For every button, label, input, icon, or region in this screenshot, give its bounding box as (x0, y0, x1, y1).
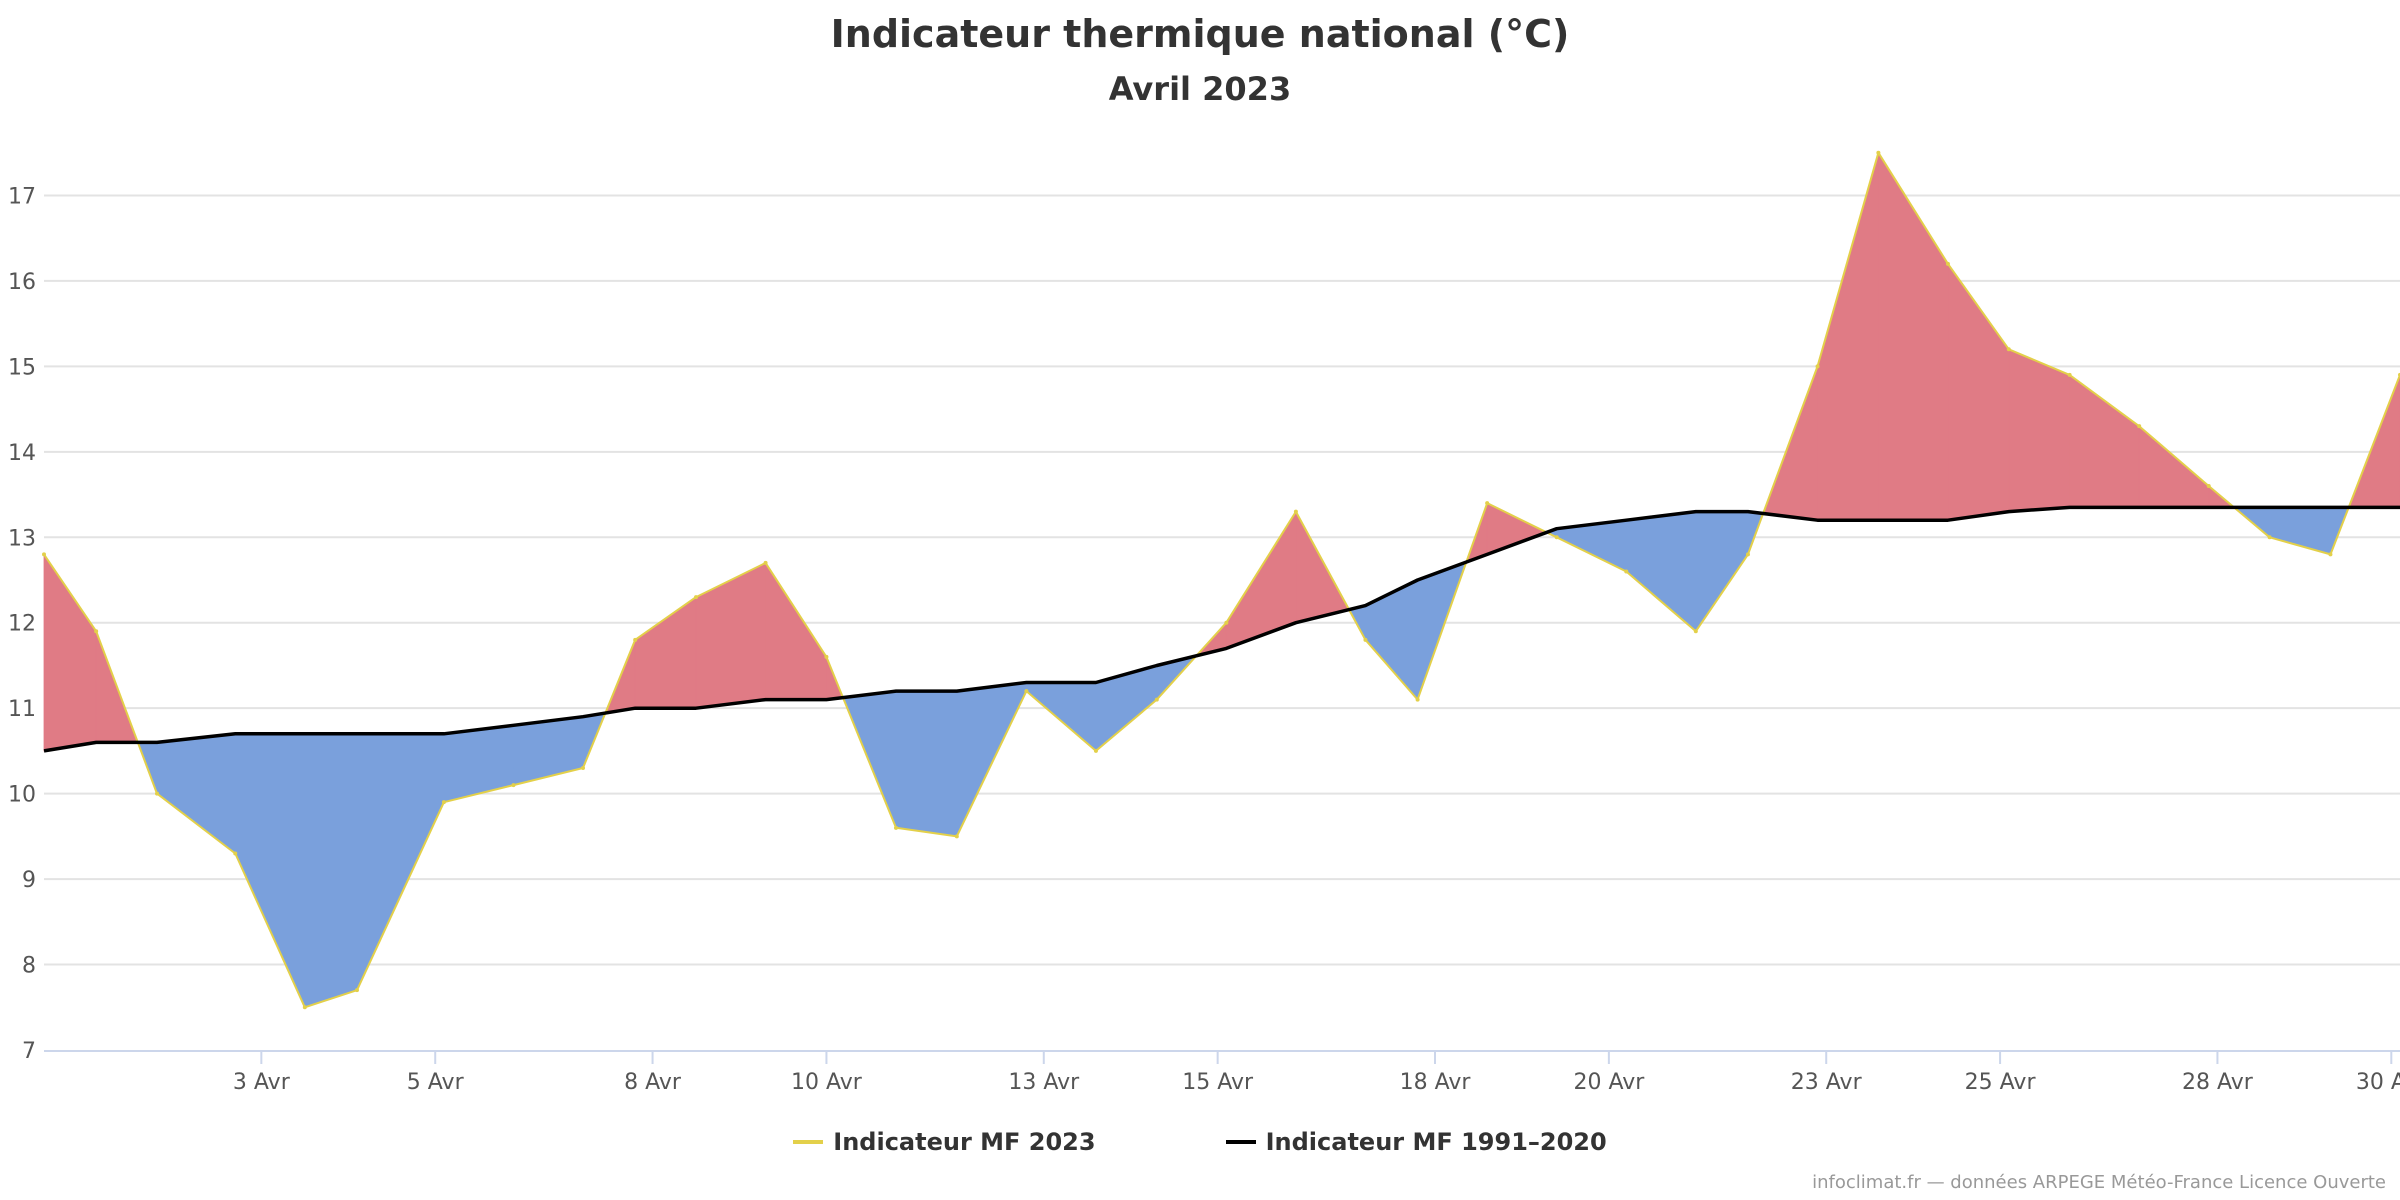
data-point-2023[interactable] (824, 654, 829, 659)
data-point-2023[interactable] (1024, 689, 1029, 694)
data-point-2023[interactable] (954, 834, 959, 839)
x-tick-label: 5 Avr (407, 1070, 465, 1095)
area-above-normal (634, 596, 697, 709)
y-tick-label: 8 (22, 954, 36, 979)
data-point-2023[interactable] (42, 552, 46, 557)
area-above-normal (765, 561, 827, 700)
legend-item-2023[interactable]: Indicateur MF 2023 (793, 1128, 1096, 1156)
x-tick-label: 15 Avr (1182, 1070, 1254, 1095)
axes: 7 8 9 10 11 12 13 14 15 16 17 3 Avr 5 Avr 8 Avr 10 Avr… (8, 184, 2400, 1095)
x-tick-label: 25 Avr (1965, 1070, 2037, 1095)
data-point-2023[interactable] (1815, 364, 1820, 369)
data-point-2023[interactable] (633, 637, 638, 642)
y-tick-label: 11 (8, 697, 36, 722)
chart-subtitle: Avril 2023 (1108, 70, 1292, 108)
data-point-2023[interactable] (2137, 424, 2142, 429)
x-tick-label: 18 Avr (1400, 1070, 1472, 1095)
data-point-2023[interactable] (1093, 748, 1098, 753)
data-point-2023[interactable] (2006, 347, 2011, 352)
area-below-normal (234, 733, 306, 1008)
chart-plot-area: 7 8 9 10 11 12 13 14 15 16 17 3 Avr 5 Avr 8 Avr 10 Avr… (8, 150, 2400, 1095)
data-point-2023[interactable] (2067, 372, 2072, 377)
data-point-2023[interactable] (354, 988, 359, 993)
data-point-2023[interactable] (694, 595, 699, 600)
x-tick-label: 8 Avr (624, 1070, 682, 1095)
legend: Indicateur MF 2023 Indicateur MF 1991–20… (0, 1128, 2400, 1156)
data-point-2023[interactable] (94, 629, 99, 634)
y-tick-label: 10 (8, 783, 36, 808)
area-above-normal (695, 562, 766, 709)
legend-swatch-normal (1225, 1140, 1256, 1144)
data-point-2023[interactable] (2328, 552, 2333, 557)
data-point-2023[interactable] (1485, 501, 1490, 506)
area-below-normal (1625, 511, 1697, 633)
data-point-2023[interactable] (155, 791, 160, 796)
area-below-normal (1695, 511, 1749, 633)
data-point-2023[interactable] (1293, 509, 1298, 514)
x-tick-label: 30 Avr (2356, 1070, 2400, 1095)
area-below-normal (895, 690, 958, 837)
data-point-2023[interactable] (763, 560, 768, 565)
series-line-normal[interactable] (43, 505, 2400, 753)
area-below-normal (156, 733, 236, 855)
area-below-normal (356, 733, 445, 991)
data-point-2023[interactable] (1693, 629, 1698, 634)
data-point-2023[interactable] (893, 825, 898, 830)
data-point-2023[interactable] (581, 766, 586, 770)
legend-label-2023: Indicateur MF 2023 (833, 1128, 1096, 1156)
data-point-2023[interactable] (233, 851, 238, 856)
data-point-2023[interactable] (1224, 620, 1229, 625)
data-point-2023[interactable] (441, 800, 446, 805)
data-point-2023[interactable] (1554, 535, 1559, 540)
area-above-normal (2138, 425, 2210, 508)
x-tick-label: 3 Avr (233, 1070, 291, 1095)
chart-title: Indicateur thermique national (°C) (830, 12, 1570, 56)
area-below-normal (513, 716, 584, 786)
data-point-2023[interactable] (1154, 697, 1159, 702)
data-point-2023[interactable] (1745, 552, 1750, 557)
data-point-2023[interactable] (2206, 484, 2211, 488)
data-point-2023[interactable] (302, 1005, 307, 1010)
credit-text[interactable]: infoclimat.fr — données ARPEGE Météo-Fra… (1812, 1172, 2386, 1193)
x-tick-label: 28 Avr (2182, 1070, 2254, 1095)
data-point-2023[interactable] (1624, 569, 1629, 574)
area-above-normal (2069, 374, 2140, 508)
legend-label-normal: Indicateur MF 1991–2020 (1265, 1128, 1607, 1156)
x-tick-label: 13 Avr (1008, 1070, 1080, 1095)
series-lines (42, 150, 2400, 1010)
y-tick-label: 15 (8, 355, 36, 380)
y-tick-label: 9 (22, 868, 36, 893)
y-tick-label: 16 (8, 270, 36, 295)
y-tick-label: 12 (8, 612, 36, 637)
data-point-2023[interactable] (1945, 261, 1950, 266)
area-below-normal (1365, 579, 1418, 701)
anomaly-areas (43, 151, 2400, 1008)
data-point-2023[interactable] (1876, 150, 1881, 155)
data-point-2023[interactable] (511, 783, 516, 788)
area-above-normal (43, 553, 97, 752)
area-above-normal (2008, 348, 2071, 513)
area-below-normal (2269, 506, 2331, 555)
y-tick-label: 17 (8, 184, 36, 209)
x-tick-label: 10 Avr (791, 1070, 863, 1095)
legend-swatch-2023 (793, 1140, 824, 1144)
data-point-2023[interactable] (2267, 535, 2272, 540)
x-tick-label: 23 Avr (1791, 1070, 1863, 1095)
area-below-normal (443, 724, 514, 803)
area-above-normal (1947, 262, 2010, 521)
data-point-2023[interactable] (1363, 637, 1368, 642)
data-point-2023[interactable] (1415, 697, 1420, 702)
y-tick-label: 13 (8, 526, 36, 551)
legend-item-normal[interactable]: Indicateur MF 1991–2020 (1225, 1128, 1607, 1156)
y-tick-label: 7 (22, 1039, 36, 1064)
area-below-normal (304, 733, 358, 1008)
y-tick-label: 14 (8, 441, 36, 466)
x-tick-label: 20 Avr (1573, 1070, 1645, 1095)
